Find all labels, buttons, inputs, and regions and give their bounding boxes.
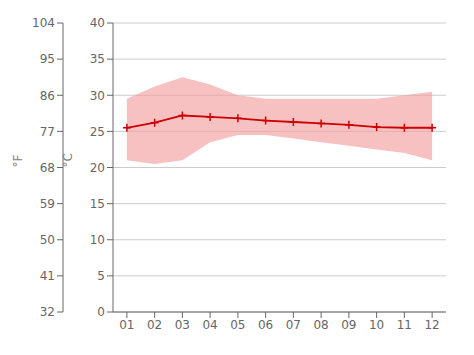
svg-text:0: 0 [97,305,105,319]
svg-text:59: 59 [40,197,55,211]
svg-text:104: 104 [32,16,55,30]
svg-text:95: 95 [40,52,55,66]
svg-text:03: 03 [175,318,190,332]
svg-text:77: 77 [40,125,55,139]
svg-text:08: 08 [313,318,328,332]
svg-text:40: 40 [90,16,105,30]
svg-text:35: 35 [90,52,105,66]
svg-text:30: 30 [90,89,105,103]
svg-text:05: 05 [230,318,245,332]
svg-text:15: 15 [90,197,105,211]
svg-text:50: 50 [40,233,55,247]
svg-text:°F: °F [11,155,25,168]
svg-text:10: 10 [369,318,384,332]
svg-text:20: 20 [90,161,105,175]
svg-text:5: 5 [97,269,105,283]
svg-text:02: 02 [147,318,162,332]
svg-text:10: 10 [90,233,105,247]
svg-text:09: 09 [341,318,356,332]
svg-text:68: 68 [40,161,55,175]
svg-text:32: 32 [40,305,55,319]
svg-text:01: 01 [119,318,134,332]
svg-text:07: 07 [286,318,301,332]
svg-text:04: 04 [202,318,217,332]
svg-text:41: 41 [40,269,55,283]
svg-text:06: 06 [258,318,273,332]
svg-text:12: 12 [424,318,439,332]
svg-text:11: 11 [397,318,412,332]
svg-text:86: 86 [40,89,55,103]
svg-text:°C: °C [61,153,75,167]
svg-text:25: 25 [90,125,105,139]
